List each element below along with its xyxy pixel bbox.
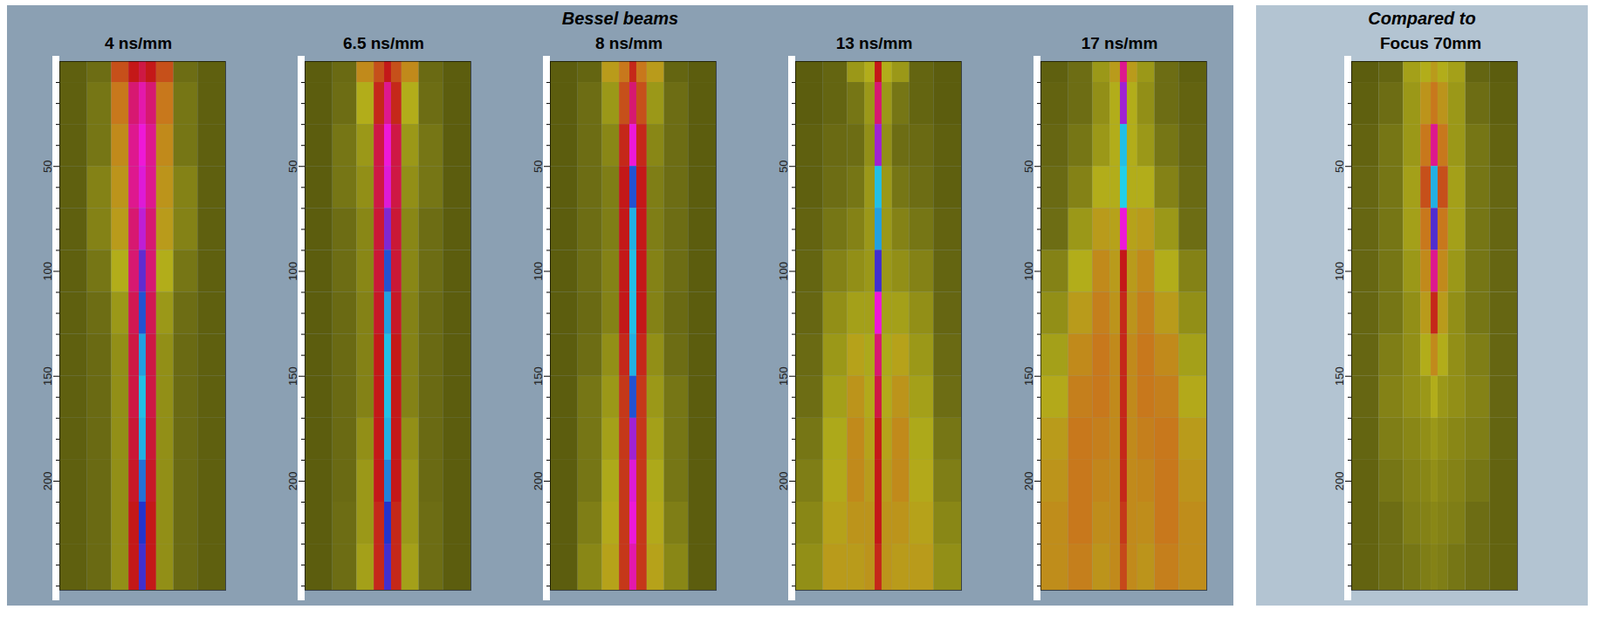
svg-text:200: 200	[530, 472, 544, 492]
html-text:Compared to: Compared to	[1368, 8, 1476, 28]
svg-text:100: 100	[40, 261, 54, 282]
html-text:17 ns/mm: 17 ns/mm	[1081, 34, 1158, 53]
html-text:4 ns/mm: 4 ns/mm	[104, 34, 172, 53]
svg-text:200: 200	[775, 472, 790, 492]
html-text:Bessel beams: Bessel beams	[561, 8, 679, 28]
svg-text:100: 100	[530, 261, 544, 282]
svg-text:150: 150	[775, 366, 790, 386]
svg-text:150: 150	[1332, 366, 1346, 386]
svg-text:50: 50	[530, 160, 544, 173]
svg-text:150: 150	[285, 366, 299, 386]
svg-text:200: 200	[1021, 472, 1035, 492]
svg-text:100: 100	[1021, 261, 1035, 282]
svg-text:150: 150	[530, 366, 544, 386]
svg-text:100: 100	[285, 261, 299, 282]
svg-text:100: 100	[1332, 261, 1346, 282]
svg-text:50: 50	[40, 160, 54, 173]
html-text:6.5 ns/mm: 6.5 ns/mm	[343, 34, 425, 53]
svg-text:150: 150	[1021, 366, 1035, 386]
svg-text:50: 50	[1332, 160, 1346, 173]
html-text:13 ns/mm: 13 ns/mm	[835, 34, 913, 53]
svg-text:50: 50	[1021, 160, 1035, 173]
svg-text:200: 200	[285, 472, 299, 492]
svg-text:200: 200	[40, 472, 54, 492]
svg-text:150: 150	[40, 366, 54, 386]
html-text:Focus 70mm: Focus 70mm	[1379, 34, 1482, 53]
html-text:8 ns/mm: 8 ns/mm	[595, 34, 663, 53]
svg-text:100: 100	[775, 261, 790, 282]
svg-text:50: 50	[775, 160, 790, 173]
svg-text:200: 200	[1332, 472, 1346, 492]
svg-text:50: 50	[285, 160, 299, 173]
